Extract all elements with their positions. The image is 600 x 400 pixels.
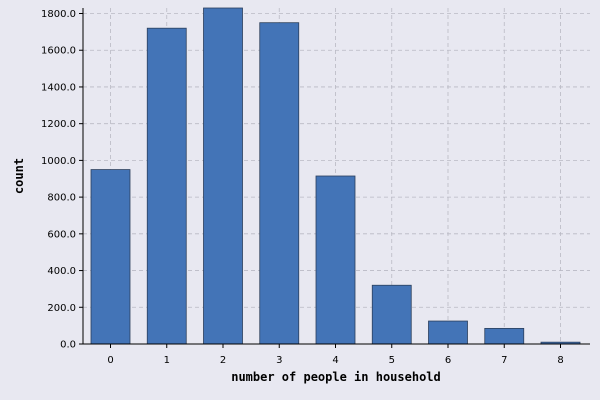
bar-2 bbox=[203, 7, 243, 345]
y-tick-label: 0.0 bbox=[60, 340, 76, 351]
x-tick-label: 3 bbox=[276, 355, 282, 366]
y-tick-label: 1400.0 bbox=[41, 82, 76, 93]
x-axis-label: number of people in household bbox=[231, 370, 441, 384]
y-tick-label: 800.0 bbox=[47, 193, 76, 204]
y-tick-label: 1200.0 bbox=[41, 119, 76, 130]
bar-5 bbox=[371, 284, 412, 345]
bar-1 bbox=[146, 27, 187, 345]
bar-7 bbox=[484, 327, 525, 345]
x-tick-label: 0 bbox=[107, 355, 113, 366]
x-tick-label: 7 bbox=[501, 355, 507, 366]
y-tick-label: 600.0 bbox=[47, 229, 76, 240]
x-ticks: 0 1 2 3 4 5 6 7 8 bbox=[107, 344, 564, 366]
x-tick-label: 1 bbox=[164, 355, 170, 366]
bar-6 bbox=[428, 320, 468, 345]
x-tick-label: 8 bbox=[557, 355, 563, 366]
x-tick-label: 2 bbox=[220, 355, 226, 366]
bar-3 bbox=[259, 22, 300, 345]
y-tick-label: 1600.0 bbox=[41, 46, 76, 57]
y-ticks: 0.0 200.0 400.0 600.0 800.0 1000.0 1200.0 1400.… bbox=[41, 9, 83, 351]
bar-4 bbox=[315, 175, 356, 345]
x-tick-label: 6 bbox=[445, 355, 451, 366]
x-tick-label: 4 bbox=[332, 355, 338, 366]
y-tick-label: 1800.0 bbox=[41, 9, 76, 20]
axes bbox=[82, 8, 590, 345]
y-axis-label: count bbox=[12, 158, 26, 194]
y-tick-label: 1000.0 bbox=[41, 156, 76, 167]
y-tick-label: 400.0 bbox=[47, 266, 76, 277]
y-tick-label: 200.0 bbox=[47, 303, 76, 314]
bars bbox=[90, 7, 581, 345]
bar-0 bbox=[90, 169, 131, 345]
x-tick-label: 5 bbox=[389, 355, 395, 366]
